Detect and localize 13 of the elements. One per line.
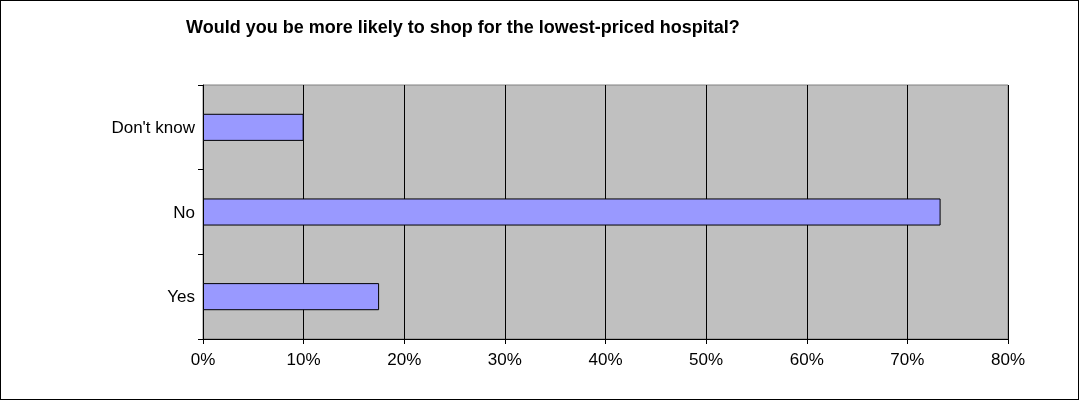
x-tick-label: 50% [689,350,724,369]
x-tick-label: 30% [487,350,522,369]
x-tick-label: 80% [990,350,1026,369]
x-tick-label: 40% [588,350,623,369]
y-tick-label: Don't know [111,117,196,137]
x-tick-label: 10% [286,350,321,369]
y-tick-label: No [173,202,195,222]
x-tick-label: 20% [387,350,422,369]
x-tick-label: 70% [890,350,925,369]
x-tick-label: 0% [190,350,216,369]
y-tick-label: Yes [167,287,195,307]
chart-title: Would you be more likely to shop for the lowest-priced hospital? [186,17,740,37]
x-tick-label: 60% [789,350,824,369]
